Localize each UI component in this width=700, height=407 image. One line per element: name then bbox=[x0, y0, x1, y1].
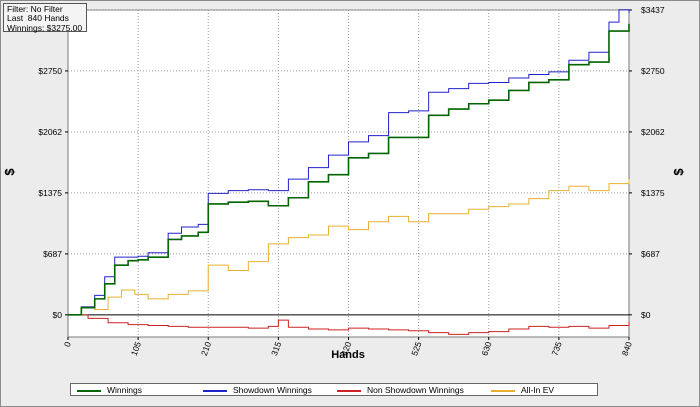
series-line-showdown-winnings bbox=[68, 9, 630, 316]
series-group bbox=[68, 9, 630, 335]
x-tick-label: 525 bbox=[409, 340, 423, 357]
y-tick-label: $2750 bbox=[38, 66, 62, 76]
y-tick-label: $687 bbox=[43, 249, 62, 259]
y-tick-label: $1375 bbox=[38, 188, 62, 198]
legend-swatch bbox=[203, 390, 227, 392]
filter-info-box: Filter: No Filter Last 840 Hands Winnings:… bbox=[3, 3, 87, 33]
series-line-winnings bbox=[68, 23, 630, 316]
legend-swatch bbox=[77, 390, 101, 392]
legend-label: Showdown Winnings bbox=[233, 385, 312, 395]
x-tick-label: 630 bbox=[479, 340, 493, 357]
hands-text: Last 840 Hands bbox=[7, 13, 69, 24]
y-tick-label: $0 bbox=[641, 310, 651, 320]
y-tick-label: $687 bbox=[641, 249, 660, 259]
y-tick-label: $2062 bbox=[641, 127, 665, 137]
legend-label: All-In EV bbox=[521, 385, 555, 395]
y-ticks-right: $0 $687 $1375 $2062 $2750 $3437 bbox=[629, 5, 665, 320]
x-tick-label: 210 bbox=[199, 340, 213, 357]
series-line-non-showdown-winnings bbox=[68, 314, 630, 335]
y-tick-label: $2750 bbox=[641, 66, 665, 76]
x-tick-label: 315 bbox=[269, 340, 283, 357]
x-tick-label: 735 bbox=[550, 340, 564, 357]
y-tick-label: $3437 bbox=[641, 5, 665, 15]
x-tick-label: 840 bbox=[620, 340, 634, 357]
x-tick-label: 105 bbox=[129, 340, 143, 357]
x-tick-label: 420 bbox=[339, 340, 353, 357]
x-ticks: 0 105 210 315 420 525 630 735 840 bbox=[62, 337, 634, 357]
x-tick-label: 0 bbox=[62, 340, 73, 348]
grid bbox=[68, 9, 629, 337]
legend: Winnings Showdown Winnings Non Showdown Wi… bbox=[70, 383, 598, 396]
y-ticks-left: $0$687$1375$2062$2750$3437 bbox=[38, 5, 68, 320]
y-tick-label: $0 bbox=[53, 310, 63, 320]
y-tick-label: $1375 bbox=[641, 188, 665, 198]
filter-text: Filter: No Filter bbox=[7, 4, 63, 14]
winnings-text: Winnings: $3275.00 bbox=[7, 22, 83, 33]
legend-swatch bbox=[337, 390, 361, 392]
y-axis-label-right: $ bbox=[671, 168, 686, 176]
y-axis-label-left: $ bbox=[2, 168, 17, 176]
y-tick-label: $2062 bbox=[38, 127, 62, 137]
series-line-all-in-ev bbox=[68, 179, 630, 316]
legend-label: Non Showdown Winnings bbox=[367, 385, 464, 395]
legend-label: Winnings bbox=[107, 385, 142, 395]
x-axis-label: Hands bbox=[331, 349, 365, 361]
legend-swatch bbox=[491, 390, 515, 392]
